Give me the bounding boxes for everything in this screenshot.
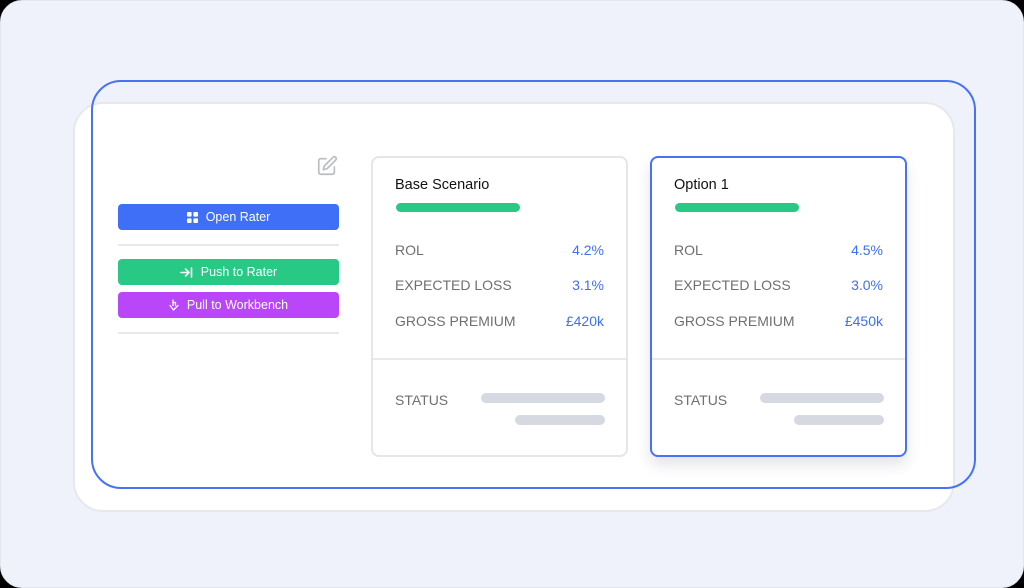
status-placeholder <box>515 415 605 425</box>
open-rater-label: Open Rater <box>205 210 271 224</box>
metric-rol: ROL 4.2% <box>395 242 604 258</box>
status-placeholder <box>794 415 884 425</box>
pencil-square-icon[interactable] <box>316 155 338 177</box>
scenario-card-base[interactable]: Base Scenario ROL 4.2% EXPECTED LOSS 3.1… <box>371 156 628 457</box>
arrow-to-line-icon <box>179 266 193 278</box>
scenario-card-option-1[interactable]: Option 1 ROL 4.5% EXPECTED LOSS 3.0% GRO… <box>650 156 907 457</box>
card-title: Base Scenario <box>395 177 490 193</box>
sidebar-divider <box>118 244 339 246</box>
metric-label: EXPECTED LOSS <box>395 277 512 293</box>
status-label: STATUS <box>395 392 449 408</box>
card-divider <box>373 358 626 360</box>
metric-rol: ROL 4.5% <box>674 242 883 258</box>
metric-value: 4.2% <box>572 242 604 258</box>
pull-to-workbench-label: Pull to Workbench <box>186 298 289 312</box>
metric-label: ROL <box>674 242 703 258</box>
metric-value: 4.5% <box>851 242 883 258</box>
metric-value: £420k <box>565 313 604 329</box>
status-label: STATUS <box>674 392 728 408</box>
metric-value: 3.1% <box>572 277 604 293</box>
card-title: Option 1 <box>674 177 729 193</box>
metric-label: GROSS PREMIUM <box>674 313 795 329</box>
progress-bar <box>396 203 520 212</box>
metric-expected-loss: EXPECTED LOSS 3.0% <box>674 277 883 293</box>
card-divider <box>652 358 905 360</box>
grid-icon <box>186 211 198 223</box>
metric-gross-premium: GROSS PREMIUM £450k <box>674 313 883 329</box>
metric-expected-loss: EXPECTED LOSS 3.1% <box>395 277 604 293</box>
metric-label: GROSS PREMIUM <box>395 313 516 329</box>
highlight-outline <box>91 80 976 489</box>
status-placeholder <box>760 393 884 403</box>
push-to-rater-label: Push to Rater <box>200 265 278 279</box>
hand-pointer-down-icon <box>169 299 179 311</box>
metric-label: ROL <box>395 242 424 258</box>
open-rater-button[interactable]: Open Rater <box>118 204 339 230</box>
sidebar-divider <box>118 332 339 334</box>
metric-gross-premium: GROSS PREMIUM £420k <box>395 313 604 329</box>
status-placeholder <box>481 393 605 403</box>
metric-value: 3.0% <box>851 277 883 293</box>
pull-to-workbench-button[interactable]: Pull to Workbench <box>118 292 339 318</box>
progress-bar <box>675 203 799 212</box>
metric-label: EXPECTED LOSS <box>674 277 791 293</box>
push-to-rater-button[interactable]: Push to Rater <box>118 259 339 285</box>
metric-value: £450k <box>844 313 883 329</box>
